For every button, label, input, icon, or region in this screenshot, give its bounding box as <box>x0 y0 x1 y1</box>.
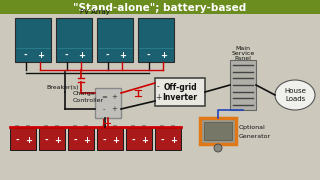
Bar <box>0 0 320 14</box>
Bar <box>44 125 48 128</box>
Text: -: - <box>103 106 105 112</box>
Bar <box>155 128 181 150</box>
Text: +: + <box>25 136 32 145</box>
Text: +: + <box>37 51 44 60</box>
Text: +: + <box>78 51 85 60</box>
Text: -: - <box>44 136 48 145</box>
Text: +: + <box>83 136 90 145</box>
Bar <box>102 125 106 128</box>
Bar <box>160 125 164 128</box>
Text: -: - <box>24 51 28 60</box>
Text: -: - <box>65 51 68 60</box>
Bar <box>113 125 116 128</box>
Text: Inverter: Inverter <box>163 93 197 102</box>
Ellipse shape <box>275 80 315 110</box>
Bar <box>10 128 36 150</box>
Text: +: + <box>119 51 126 60</box>
Bar <box>95 88 121 118</box>
Text: Controller: Controller <box>73 98 104 104</box>
Text: Generator: Generator <box>239 134 271 139</box>
Bar <box>55 125 59 128</box>
Bar <box>138 18 174 62</box>
Text: +: + <box>112 94 117 100</box>
Bar <box>15 125 19 128</box>
Bar <box>84 125 87 128</box>
Text: +: + <box>112 136 119 145</box>
Text: -: - <box>15 136 19 145</box>
Text: -: - <box>74 136 77 145</box>
Text: +: + <box>155 93 161 102</box>
Bar <box>126 128 152 150</box>
Bar <box>15 18 51 62</box>
Text: Charge: Charge <box>73 91 96 96</box>
Text: House: House <box>284 88 306 94</box>
Bar <box>131 125 135 128</box>
Bar <box>204 122 232 140</box>
Bar <box>97 128 123 150</box>
Text: Panel: Panel <box>235 55 252 60</box>
Bar <box>56 18 92 62</box>
Circle shape <box>214 144 222 152</box>
Bar <box>73 125 77 128</box>
Text: Service: Service <box>231 51 255 56</box>
Text: Loads: Loads <box>285 96 305 102</box>
Bar <box>26 125 29 128</box>
Text: -: - <box>147 51 151 60</box>
Bar <box>39 128 65 150</box>
Bar <box>155 78 205 106</box>
Text: +: + <box>160 51 167 60</box>
Text: "Stand-alone"; battery-based: "Stand-alone"; battery-based <box>73 3 247 13</box>
Text: Off-grid: Off-grid <box>163 83 197 92</box>
Text: -: - <box>160 136 164 145</box>
Bar <box>200 118 236 144</box>
Bar <box>171 125 174 128</box>
Text: =: = <box>101 94 107 100</box>
Text: PV Array: PV Array <box>80 9 109 15</box>
Text: -: - <box>102 136 106 145</box>
Text: -: - <box>132 136 135 145</box>
Text: -: - <box>156 82 159 91</box>
Bar <box>230 60 256 110</box>
Text: Breaker(s): Breaker(s) <box>46 86 78 91</box>
Bar <box>68 128 94 150</box>
Text: Main: Main <box>236 46 251 51</box>
Bar <box>97 18 133 62</box>
Text: -: - <box>106 51 110 60</box>
Text: +: + <box>170 136 177 145</box>
Text: Optional: Optional <box>239 125 266 130</box>
Text: +: + <box>141 136 148 145</box>
Bar <box>141 125 146 128</box>
Text: +: + <box>54 136 61 145</box>
Text: +: + <box>112 106 117 112</box>
